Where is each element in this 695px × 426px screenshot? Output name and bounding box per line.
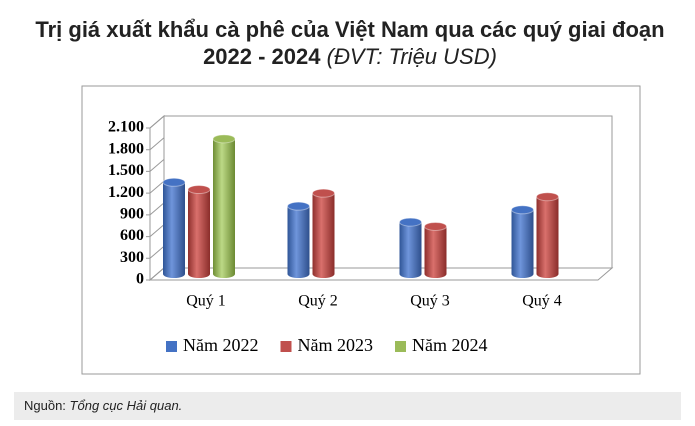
- bar-top: [399, 217, 422, 227]
- bar-body: [213, 138, 235, 274]
- y-tick-label: 1.500: [108, 162, 144, 179]
- unit: (ĐVT: Triệu USD): [326, 44, 497, 69]
- tick-diagonal: [146, 137, 165, 151]
- bar-body: [399, 222, 422, 274]
- y-tick-label: 0: [136, 271, 144, 288]
- bar-base: [511, 270, 534, 278]
- bar-body: [287, 206, 310, 274]
- bar-body: [188, 189, 210, 274]
- x-tick-label: Quý 3: [410, 293, 450, 310]
- legend-label: Năm 2023: [298, 335, 374, 355]
- x-tick-label: Quý 2: [298, 293, 338, 310]
- legend-label: Năm 2022: [183, 335, 259, 355]
- bar-base: [536, 270, 559, 278]
- side-wall: [149, 114, 165, 282]
- bar-body: [312, 193, 335, 274]
- bar-base: [163, 270, 185, 278]
- bar-top: [162, 177, 186, 187]
- bar-body: [424, 226, 447, 274]
- y-tick-label: 900: [120, 206, 144, 223]
- tick-diagonal: [146, 159, 165, 172]
- source: Tổng cục Hải quan.: [69, 398, 183, 413]
- bar-top: [312, 188, 335, 198]
- legend-label: Năm 2024: [412, 335, 488, 355]
- source-bar: Nguồn: Tổng cục Hải quan.: [14, 392, 681, 420]
- bar-body: [163, 182, 185, 274]
- x-tick-label: Quý 4: [522, 293, 562, 310]
- chart-title: Trị giá xuất khẩu cà phê của Việt Nam qu…: [30, 16, 670, 70]
- bar-top: [212, 134, 236, 144]
- bar-top: [424, 221, 447, 231]
- chart-frame: [81, 85, 641, 375]
- bar-base: [399, 270, 422, 278]
- y-tick-label: 300: [120, 249, 144, 266]
- bar-base: [312, 270, 335, 278]
- bar-top: [511, 205, 534, 215]
- bar-base: [424, 270, 447, 278]
- bar-top: [536, 192, 559, 202]
- bar-body: [511, 209, 534, 274]
- legend-swatch: [166, 341, 177, 352]
- y-tick-label: 1.200: [108, 184, 144, 201]
- bar-top: [287, 201, 310, 211]
- x-tick-label: Quý 1: [186, 293, 226, 310]
- legend-swatch: [280, 341, 292, 352]
- source-label: Nguồn:: [24, 398, 66, 413]
- tick-diagonal: [146, 245, 165, 259]
- bar-body: [536, 196, 559, 274]
- tick-diagonal: [146, 224, 165, 238]
- bar-top: [187, 185, 211, 195]
- tick-diagonal: [146, 267, 165, 281]
- tick-diagonal: [146, 180, 165, 194]
- y-tick-label: 1.800: [108, 140, 144, 157]
- y-tick-label: 600: [120, 227, 144, 244]
- title-text: Trị giá xuất khẩu cà phê của Việt Nam qu…: [35, 17, 665, 69]
- bar-base: [213, 270, 235, 278]
- bar-base: [188, 270, 210, 278]
- tick-diagonal: [146, 115, 165, 129]
- tick-diagonal: [146, 202, 165, 216]
- y-tick-label: 2.100: [108, 119, 144, 136]
- bar-base: [287, 270, 310, 278]
- legend-swatch: [395, 341, 406, 352]
